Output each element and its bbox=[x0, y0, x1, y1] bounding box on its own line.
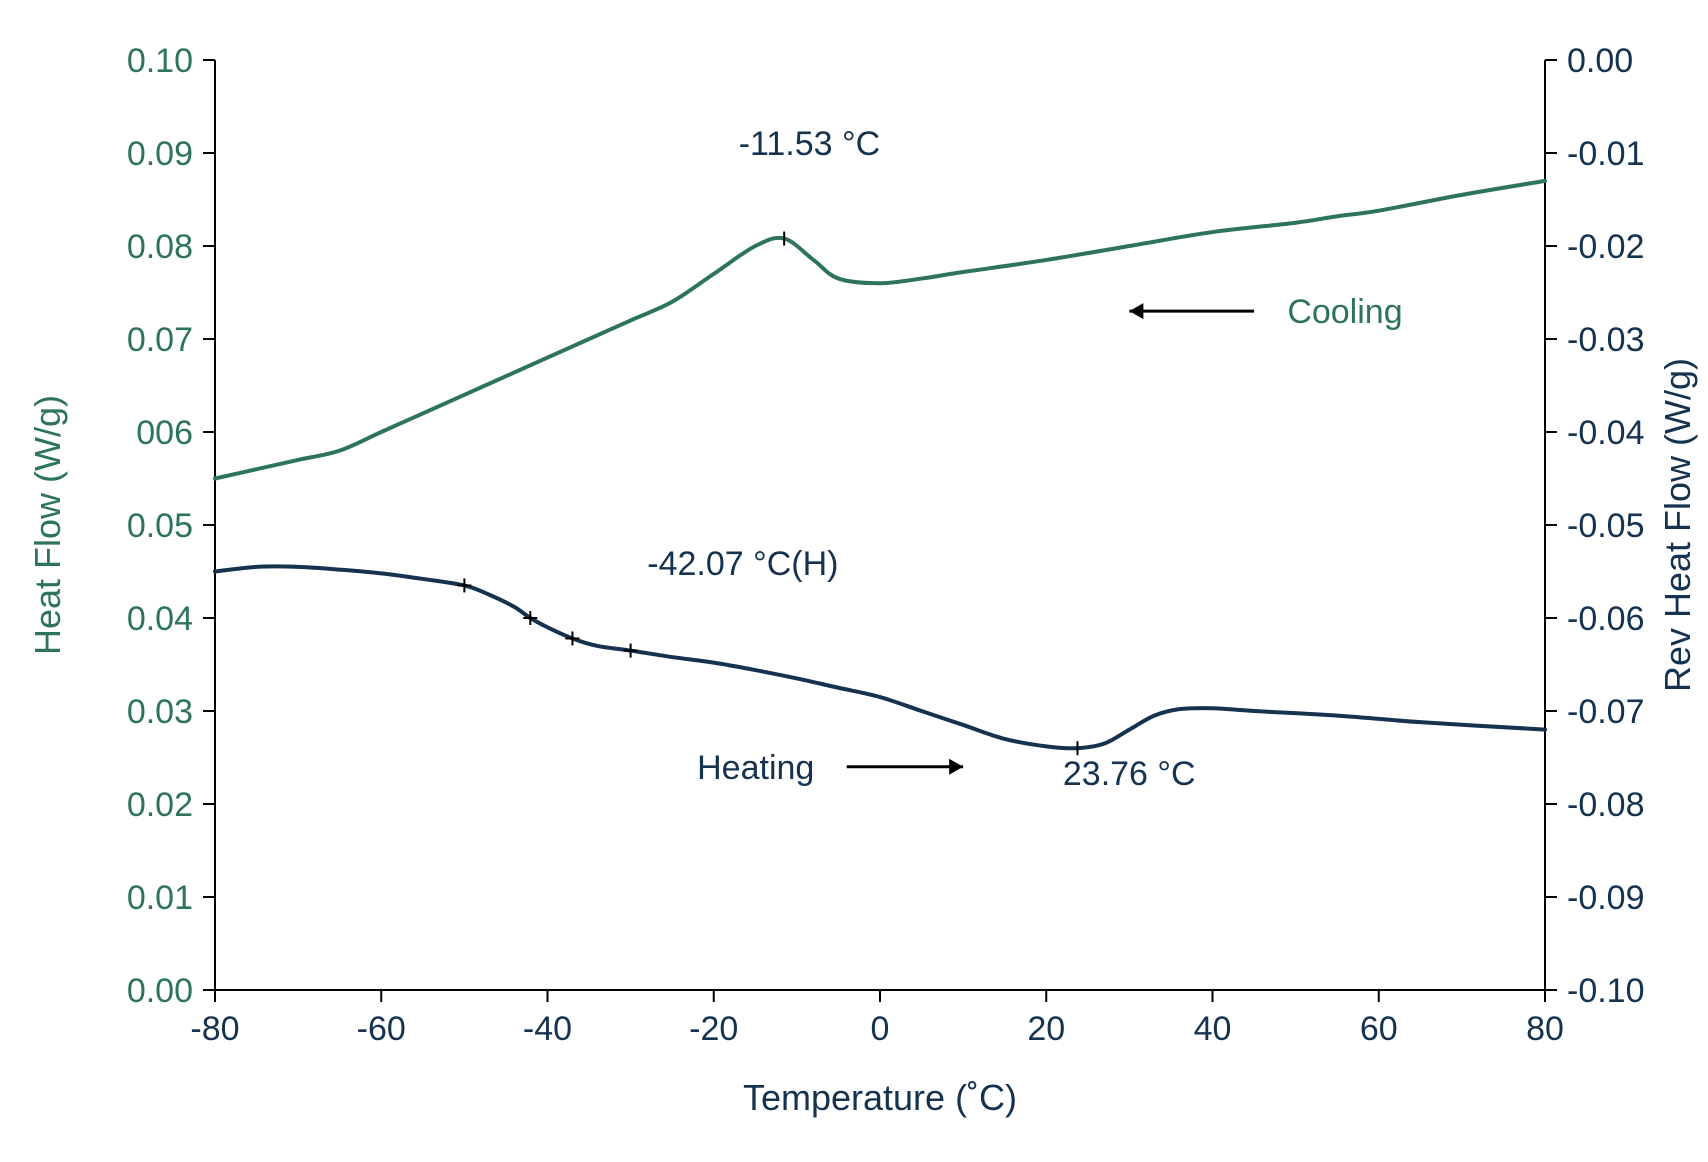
x-tick-label: -20 bbox=[689, 1010, 738, 1048]
y-left-tick-label: 0.09 bbox=[127, 135, 193, 173]
y-left-tick-label: 006 bbox=[136, 414, 193, 452]
x-tick-label: 80 bbox=[1526, 1010, 1564, 1048]
y-left-tick-label: 0.01 bbox=[127, 879, 193, 917]
annotation-peak-cooling: -11.53 °C bbox=[739, 125, 880, 163]
x-tick-label: 60 bbox=[1360, 1010, 1398, 1048]
chart-bg bbox=[0, 0, 1708, 1162]
y-left-tick-label: 0.08 bbox=[127, 228, 193, 266]
y-left-tick-label: 0.07 bbox=[127, 321, 193, 359]
x-tick-label: -40 bbox=[523, 1010, 572, 1048]
y-right-tick-label: -0.03 bbox=[1567, 321, 1645, 359]
chart-svg: -80 -60 -40 -20 0 20 40 60 80 Temperature (˚C) 0.0… bbox=[0, 0, 1708, 1162]
x-axis-label: Temperature (˚C) bbox=[743, 1077, 1017, 1118]
x-tick-label: -60 bbox=[357, 1010, 406, 1048]
x-tick-label: 0 bbox=[871, 1010, 890, 1048]
y-right-tick-label: -0.06 bbox=[1567, 600, 1645, 638]
y-left-axis-label: Heat Flow (W/g) bbox=[27, 395, 68, 655]
y-right-tick-label: -0.10 bbox=[1567, 972, 1645, 1010]
y-left-tick-label: 0.10 bbox=[127, 42, 193, 80]
y-left-tick-label: 0.04 bbox=[127, 600, 193, 638]
series-label-cooling-label: Cooling bbox=[1287, 293, 1402, 331]
y-right-tick-label: 0.00 bbox=[1567, 42, 1633, 80]
y-left-tick-label: 0.00 bbox=[127, 972, 193, 1010]
series-label-heating-label: Heating bbox=[697, 749, 814, 787]
y-right-axis-label: Rev Heat Flow (W/g) bbox=[1657, 358, 1698, 692]
x-tick-label: 40 bbox=[1194, 1010, 1232, 1048]
dsc-chart: -80 -60 -40 -20 0 20 40 60 80 Temperature (˚C) 0.0… bbox=[0, 0, 1708, 1162]
y-right-tick-label: -0.09 bbox=[1567, 879, 1645, 917]
y-left-tick-label: 0.03 bbox=[127, 693, 193, 731]
annotation-valley-heating: 23.76 °C bbox=[1063, 755, 1196, 793]
y-right-tick-label: -0.04 bbox=[1567, 414, 1645, 452]
y-right-tick-label: -0.05 bbox=[1567, 507, 1645, 545]
x-tick-label: 20 bbox=[1027, 1010, 1065, 1048]
y-right-tick-label: -0.02 bbox=[1567, 228, 1645, 266]
y-right-tick-label: -0.07 bbox=[1567, 693, 1645, 731]
y-left-tick-label: 0.02 bbox=[127, 786, 193, 824]
x-tick-label: -80 bbox=[190, 1010, 239, 1048]
y-right-tick-label: -0.01 bbox=[1567, 135, 1645, 173]
y-right-tick-label: -0.08 bbox=[1567, 786, 1645, 824]
annotation-step-heating: -42.07 °C(H) bbox=[647, 545, 838, 583]
y-left-tick-label: 0.05 bbox=[127, 507, 193, 545]
